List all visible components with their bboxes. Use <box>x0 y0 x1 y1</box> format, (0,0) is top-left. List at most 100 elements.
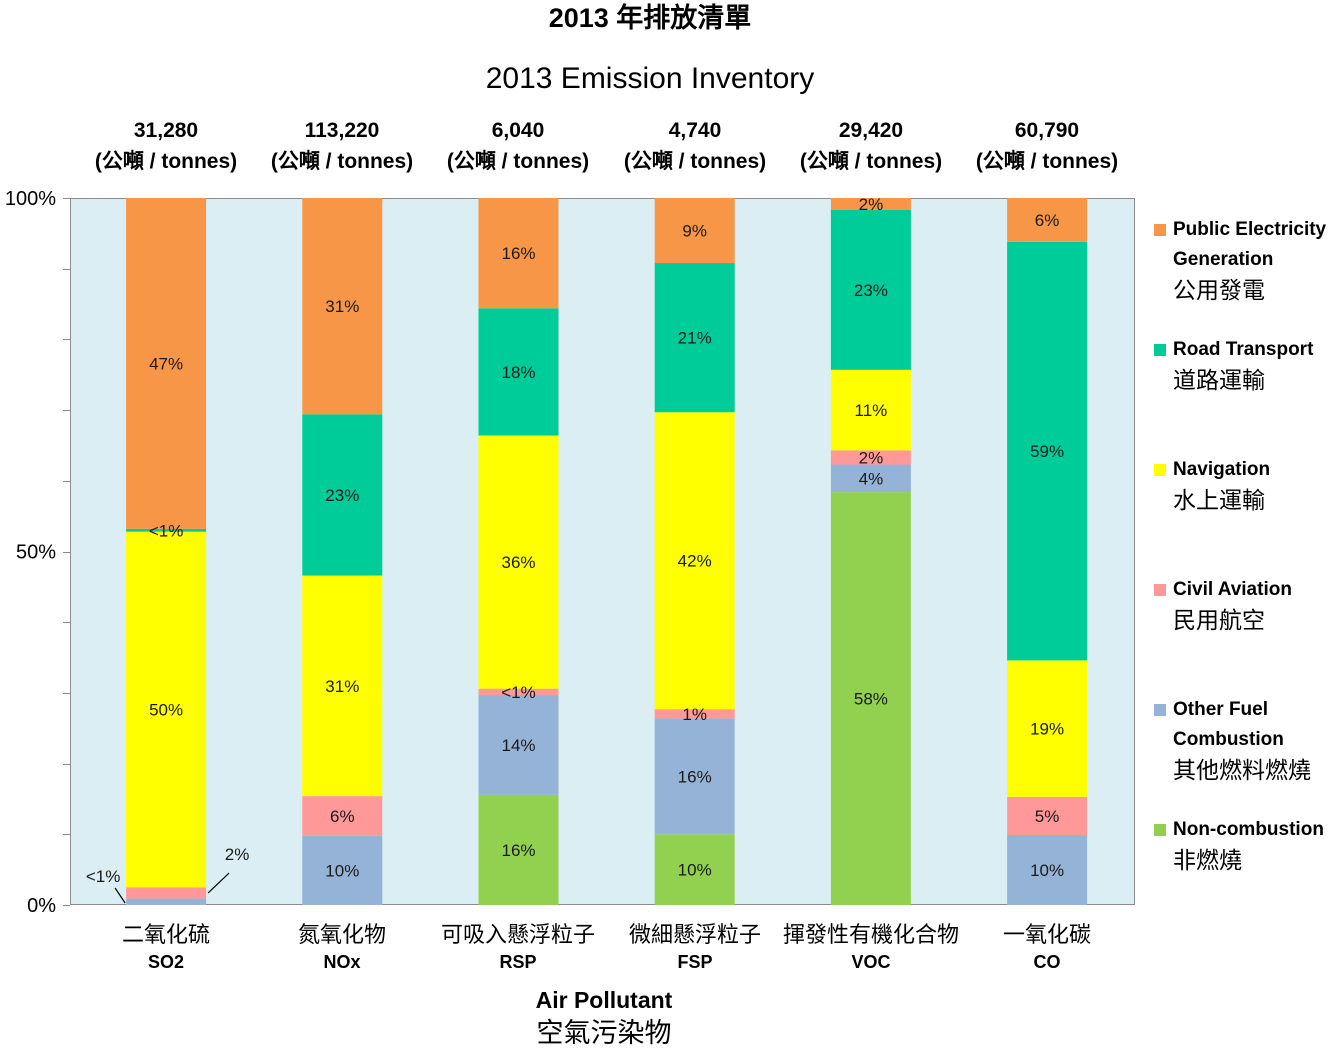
data-label-fsp-non-combustion: 10% <box>678 861 712 880</box>
total-unit-co: (公噸 / tonnes) <box>976 150 1118 173</box>
legend-text: Road Transport 道路運輸 <box>1173 335 1341 396</box>
bar-co-public-electricity-generation <box>1007 198 1088 242</box>
data-label-rsp-public-electricity-generation: 16% <box>501 244 535 263</box>
legend-label-en: Public Electricity Generation <box>1173 219 1327 270</box>
data-label-fsp-public-electricity-generation: 9% <box>682 222 707 241</box>
bar-voc-navigation <box>830 369 911 451</box>
data-label-nox-road-transport: 23% <box>325 486 359 505</box>
bar-so2-civil-aviation <box>126 887 207 899</box>
bar-nox-other-fuel-combustion <box>302 835 383 905</box>
data-label-nox-public-electricity-generation: 31% <box>325 297 359 316</box>
bar-co-navigation <box>1007 660 1088 797</box>
total-voc: 29,420 <box>839 119 903 142</box>
bar-fsp-non-combustion <box>654 834 735 905</box>
legend-label-zh: 民用航空 <box>1173 607 1265 633</box>
total-unit-rsp: (公噸 / tonnes) <box>447 150 589 173</box>
bar-so2-navigation <box>126 531 207 888</box>
bar-voc-civil-aviation <box>830 450 911 465</box>
bar-so2-public-electricity-generation <box>126 198 207 529</box>
legend-swatch <box>1154 344 1166 356</box>
bar-rsp-public-electricity-generation <box>478 198 559 309</box>
leader-line <box>207 872 230 894</box>
legend-text: Public Electricity Generation 公用發電 <box>1173 215 1341 306</box>
x-axis-title: Air Pollutant <box>536 987 673 1013</box>
leader-line <box>114 887 126 904</box>
y-tick-label-100: 100% <box>5 188 56 210</box>
data-label-rsp-navigation: 36% <box>501 553 535 572</box>
legend-swatch <box>1154 464 1166 476</box>
data-label-so2-civil-aviation: 2% <box>225 845 250 864</box>
x-label-zh-nox: 氮氧化物 <box>298 922 386 947</box>
x-label-zh-co: 一氧化碳 <box>1003 922 1091 947</box>
legend: Public Electricity Generation 公用發電 Road … <box>1154 215 1344 935</box>
data-label-nox-other-fuel-combustion: 10% <box>325 861 359 880</box>
data-label-so2-other-fuel-combustion: <1% <box>86 867 121 886</box>
legend-item-civil-aviation: Civil Aviation 民用航空 <box>1154 575 1344 695</box>
total-unit-so2: (公噸 / tonnes) <box>95 150 237 173</box>
x-label-code-so2: SO2 <box>148 952 184 972</box>
plot-area <box>70 198 1135 905</box>
data-label-co-navigation: 19% <box>1030 720 1064 739</box>
x-label-code-co: CO <box>1034 952 1061 972</box>
y-axis-labels: 100% 50% 0% <box>5 188 56 917</box>
bar-rsp-navigation <box>478 435 559 689</box>
chart-title: 2013 年排放清單 <box>549 2 752 33</box>
legend-item-road-transport: Road Transport 道路運輸 <box>1154 335 1344 455</box>
bar-voc-non-combustion <box>830 492 911 905</box>
bar-nox-navigation <box>302 575 383 797</box>
data-labels: <1% 2% 50% <1% 47% 10% 6% 31% 23% 31% 16% 14% <1% 36%… <box>86 195 1064 904</box>
data-label-so2-public-electricity-generation: 47% <box>149 354 183 373</box>
legend-swatch <box>1154 224 1166 236</box>
data-label-fsp-navigation: 42% <box>678 552 712 571</box>
legend-label-en: Civil Aviation <box>1173 579 1292 600</box>
data-label-voc-public-electricity-generation: 2% <box>859 195 884 214</box>
data-label-rsp-civil-aviation: <1% <box>501 683 536 702</box>
legend-label-zh: 公用發電 <box>1173 277 1265 303</box>
data-label-rsp-road-transport: 18% <box>501 363 535 382</box>
legend-label-en: Road Transport <box>1173 339 1314 360</box>
legend-text: Non-combustion 非燃燒 <box>1173 815 1341 876</box>
legend-swatch <box>1154 584 1166 596</box>
bar-nox-public-electricity-generation <box>302 198 383 415</box>
legend-label-zh: 非燃燒 <box>1173 847 1242 873</box>
bar-co-civil-aviation <box>1007 796 1088 836</box>
bar-rsp-road-transport <box>478 308 559 436</box>
bar-so2-other-fuel-combustion <box>126 898 207 905</box>
x-label-code-fsp: FSP <box>677 952 712 972</box>
total-unit-voc: (公噸 / tonnes) <box>800 150 942 173</box>
data-label-rsp-non-combustion: 16% <box>501 841 535 860</box>
legend-label-en: Other Fuel Combustion <box>1173 699 1284 750</box>
x-label-code-rsp: RSP <box>499 952 536 972</box>
legend-label-zh: 水上運輸 <box>1173 487 1265 513</box>
legend-text: Navigation 水上運輸 <box>1173 455 1341 516</box>
data-label-nox-civil-aviation: 6% <box>330 807 355 826</box>
legend-swatch <box>1154 704 1166 716</box>
legend-item-navigation: Navigation 水上運輸 <box>1154 455 1344 575</box>
total-co: 60,790 <box>1015 119 1079 142</box>
legend-text: Other Fuel Combustion 其他燃料燃燒 <box>1173 695 1341 786</box>
data-label-nox-navigation: 31% <box>325 677 359 696</box>
bar-nox-civil-aviation <box>302 796 383 836</box>
total-fsp: 4,740 <box>669 119 722 142</box>
legend-item-non-combustion: Non-combustion 非燃燒 <box>1154 815 1344 935</box>
bar-fsp-other-fuel-combustion <box>654 718 735 835</box>
legend-label-zh: 其他燃料燃燒 <box>1173 757 1311 783</box>
stacked-bars <box>126 198 1088 905</box>
data-label-voc-non-combustion: 58% <box>854 690 888 709</box>
data-label-so2-navigation: 50% <box>149 701 183 720</box>
legend-item-public-electricity-generation: Public Electricity Generation 公用發電 <box>1154 215 1344 335</box>
legend-label-en: Non-combustion <box>1173 819 1324 840</box>
x-label-code-voc: VOC <box>851 952 890 972</box>
category-totals: 31,280 (公噸 / tonnes) 113,220 (公噸 / tonne… <box>95 119 1118 173</box>
x-label-zh-rsp: 可吸入懸浮粒子 <box>441 922 595 947</box>
total-nox: 113,220 <box>305 119 380 142</box>
data-label-co-civil-aviation: 5% <box>1035 807 1060 826</box>
data-label-voc-road-transport: 23% <box>854 281 888 300</box>
x-axis-labels: 二氧化硫 SO2 氮氧化物 NOx 可吸入懸浮粒子 RSP 微細懸浮粒子 FSP… <box>122 922 1091 972</box>
data-label-co-public-electricity-generation: 6% <box>1035 211 1060 230</box>
y-axis-ticks <box>63 198 70 906</box>
data-label-fsp-other-fuel-combustion: 16% <box>678 767 712 786</box>
y-tick-label-50: 50% <box>16 542 56 564</box>
data-label-voc-civil-aviation: 2% <box>859 448 884 467</box>
